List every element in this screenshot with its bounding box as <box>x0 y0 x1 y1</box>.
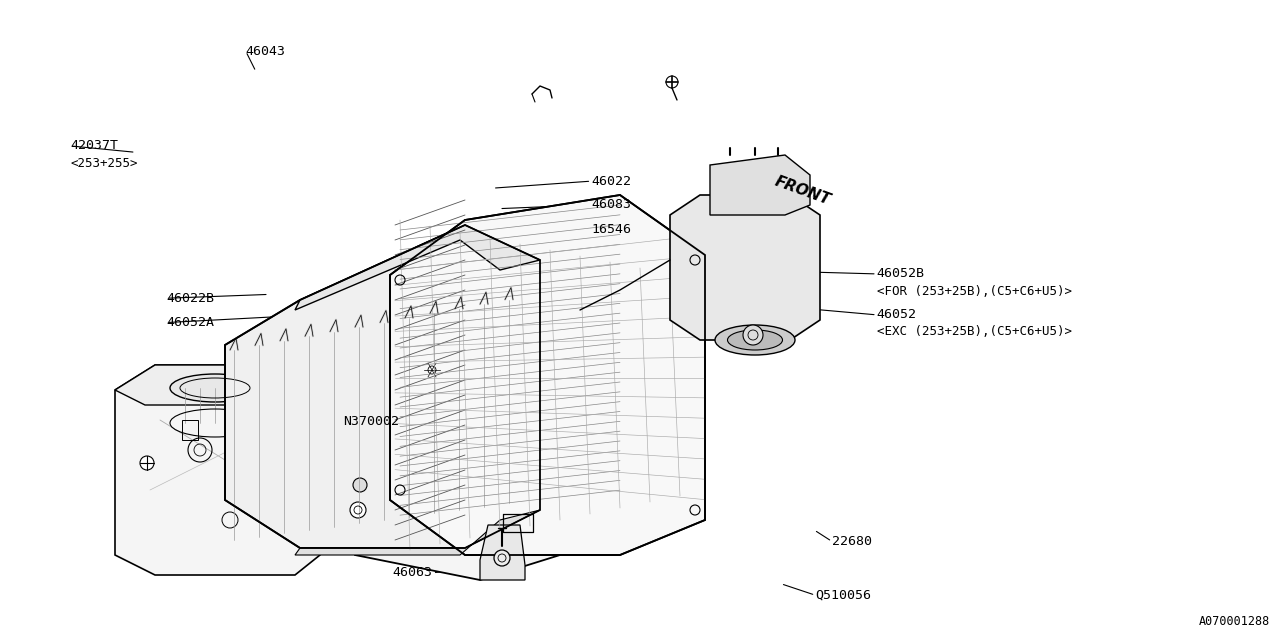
Polygon shape <box>390 440 470 545</box>
Text: 46022B: 46022B <box>166 292 215 305</box>
Polygon shape <box>355 340 561 580</box>
Polygon shape <box>115 365 320 575</box>
Text: <253+255>: <253+255> <box>70 157 138 170</box>
Text: 46043: 46043 <box>246 45 285 58</box>
Circle shape <box>424 362 440 378</box>
Circle shape <box>353 478 367 492</box>
Text: 16546: 16546 <box>591 223 631 236</box>
Circle shape <box>140 456 154 470</box>
Ellipse shape <box>727 330 782 350</box>
Text: 42037T: 42037T <box>70 140 119 152</box>
Text: 46083: 46083 <box>591 198 631 211</box>
Circle shape <box>666 76 678 88</box>
Circle shape <box>494 550 509 566</box>
Ellipse shape <box>170 374 260 402</box>
Text: 46063: 46063 <box>393 566 433 579</box>
Text: Q510056: Q510056 <box>815 589 872 602</box>
Ellipse shape <box>716 325 795 355</box>
Polygon shape <box>294 510 540 555</box>
Circle shape <box>742 325 763 345</box>
Text: <FOR (253+25B),(C5+C6+U5)>: <FOR (253+25B),(C5+C6+U5)> <box>877 285 1071 298</box>
Polygon shape <box>355 340 580 420</box>
Polygon shape <box>669 195 820 340</box>
Polygon shape <box>225 225 540 548</box>
Circle shape <box>349 502 366 518</box>
Polygon shape <box>294 225 540 310</box>
Polygon shape <box>710 155 810 215</box>
Polygon shape <box>115 365 320 405</box>
Polygon shape <box>298 410 355 530</box>
Polygon shape <box>480 525 525 580</box>
Text: 46022: 46022 <box>591 175 631 188</box>
Polygon shape <box>390 195 705 555</box>
Text: N370002: N370002 <box>343 415 399 428</box>
Text: 46052A: 46052A <box>166 316 215 329</box>
Text: 46052B: 46052B <box>877 268 925 280</box>
Text: A070001288: A070001288 <box>1199 615 1270 628</box>
Text: 22680: 22680 <box>832 535 872 548</box>
Text: FRONT: FRONT <box>773 173 833 208</box>
Text: <EXC (253+25B),(C5+C6+U5)>: <EXC (253+25B),(C5+C6+U5)> <box>877 326 1071 339</box>
Text: 46052: 46052 <box>877 308 916 321</box>
